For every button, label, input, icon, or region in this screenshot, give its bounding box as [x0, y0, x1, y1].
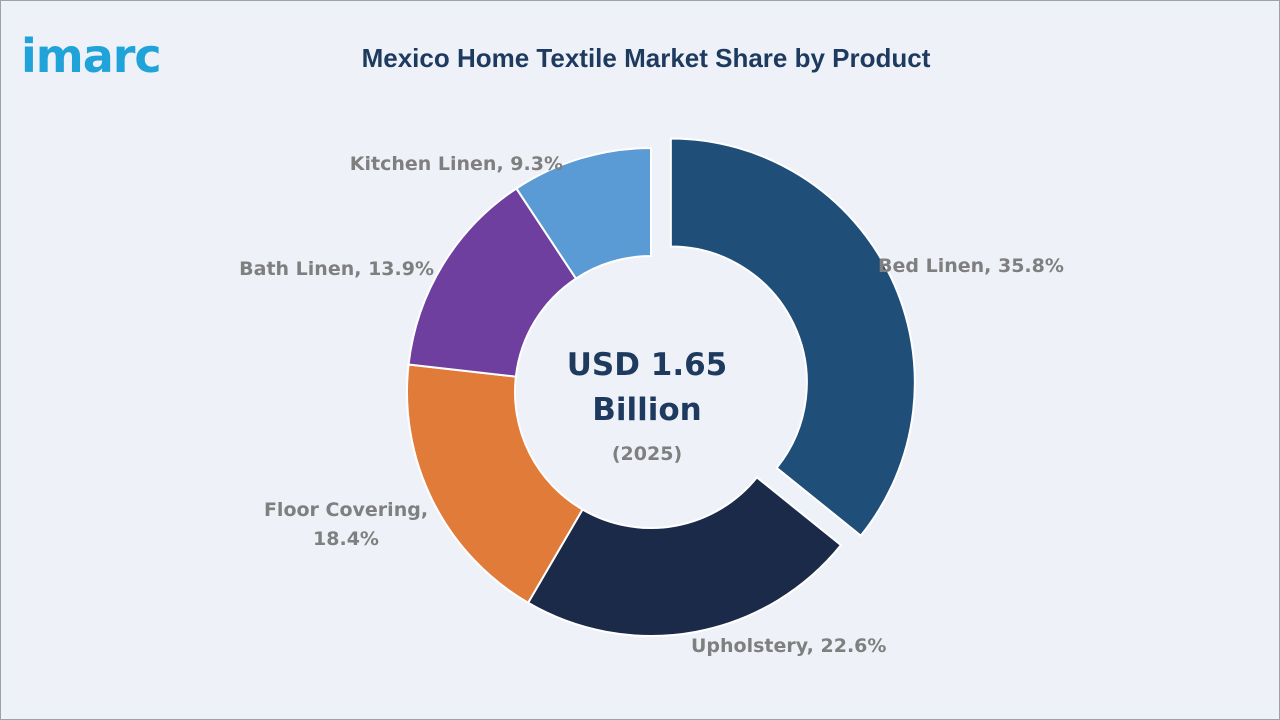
label-kitchen-linen: Kitchen Linen, 9.3% [350, 153, 563, 175]
slice-kitchen-linen [515, 146, 652, 280]
center-value: USD 1.65 [567, 347, 728, 383]
labels-group: Bed Linen, 35.8% Upholstery, 22.6% Floor C… [239, 153, 1064, 657]
center-unit: Billion [592, 392, 702, 428]
label-bath-linen: Bath Linen, 13.9% [239, 258, 434, 280]
slice-bed-linen [669, 137, 916, 538]
imarc-logo: imarc [21, 29, 162, 83]
logo-text: imarc [21, 29, 161, 83]
label-floor-covering: Floor Covering, 18.4% [264, 499, 428, 550]
center-group: USD 1.65 Billion (2025) [567, 347, 728, 465]
slice-upholstery [526, 475, 843, 637]
slices-group [406, 137, 916, 637]
label-upholstery: Upholstery, 22.6% [691, 635, 886, 657]
chart-title: Mexico Home Textile Market Share by Prod… [361, 43, 931, 73]
center-year: (2025) [612, 443, 682, 465]
slice-floor-covering [406, 363, 584, 605]
label-bed-linen: Bed Linen, 35.8% [878, 255, 1064, 277]
